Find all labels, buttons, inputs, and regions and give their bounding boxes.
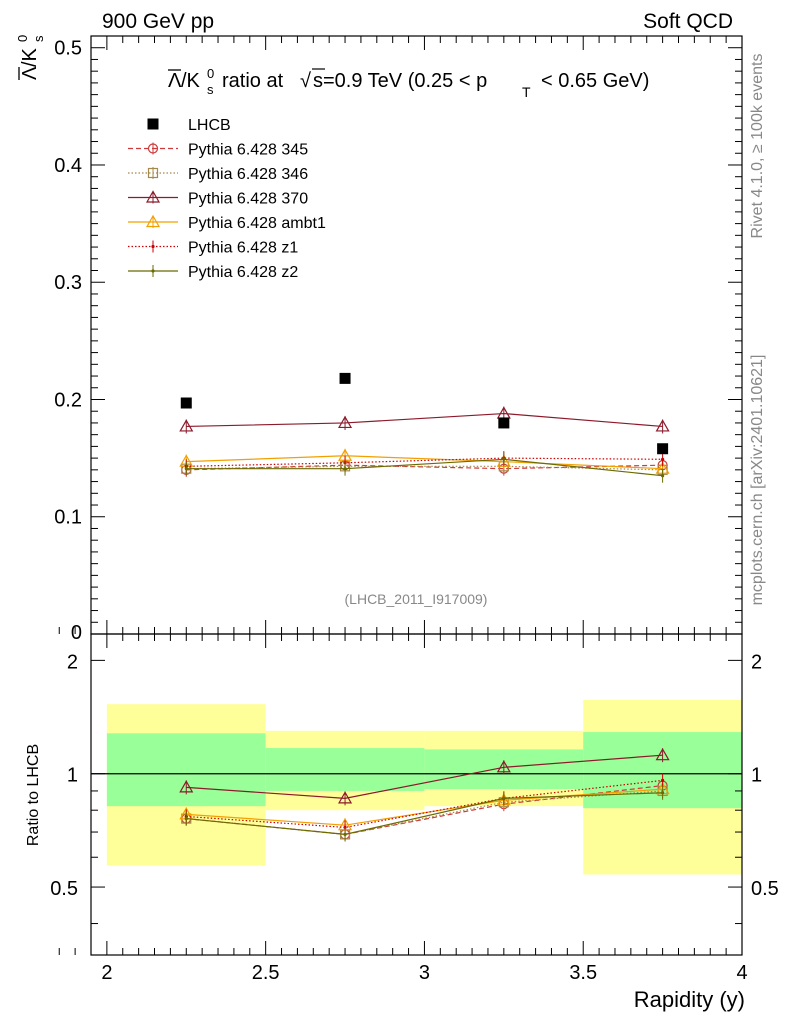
y-tick-label-main-0: 0.1 [54,507,82,529]
series-2-ratio-point-0 [179,780,194,793]
ylabel-kaon-sup: 0 [15,35,30,42]
legend-label-3: Pythia 6.428 370 [188,191,308,208]
series-5-main-point-1 [343,467,347,471]
series-5-ratio-point-0 [184,816,188,821]
series-5-main-point-2 [502,457,506,461]
lhcb-data-point-1 [339,372,351,384]
series-2-main-point-1 [338,415,353,429]
rivet-label: Rivet 4.1.0, ≥ 100k events [749,54,766,239]
ylabel-kaon-sub: s [31,35,46,42]
series-2-main-point-0 [179,419,194,432]
y-tick-label-ratio-left-1: 1 [67,765,78,787]
y-tick-label-main-1: 0.2 [54,389,82,411]
title-sqrt-symbol: √ [300,70,311,92]
title-energy: s=0.9 TeV (0.25 < p [313,70,487,92]
series-2-ratio-line [186,754,663,799]
series-5-ratio-line [186,792,663,835]
x-tick-label-1: 2.5 [252,962,280,984]
legend: LHCB Pythia 6.428 345 Pythia 6.428 346 Pyth… [128,117,326,281]
legend-marker-3 [145,190,161,203]
series-5-main-point-3 [661,474,665,478]
title-lambda: Λ [168,70,182,92]
series-3-main-line [186,455,663,470]
series-2-main-point-3 [655,419,670,432]
legend-item-6: Pythia 6.428 z2 [128,264,298,281]
legend-item-0: LHCB [147,117,231,134]
main-plot-series [179,372,670,483]
analysis-id: (LHCB_2011_I917009) [345,591,488,607]
mcplots-label: mcplots.cern.ch [arXiv:2401.10621] [749,355,766,606]
legend-item-5: Pythia 6.428 z1 [128,240,298,257]
x-tick-label-3: 3.5 [569,962,597,984]
legend-label-4: Pythia 6.428 ambt1 [188,215,326,232]
x-tick-label-4: 4 [736,962,747,984]
x-tick-label-2: 3 [419,962,430,984]
series-5-ratio-point-1 [343,832,347,836]
series-4-ratio-line [186,779,663,829]
y-tick-label-ratio-right-1: 1 [751,765,762,787]
series-5-main-point-0 [184,467,188,471]
y-tick-label-main-4: 0.5 [54,38,82,60]
ratio-plot-frame [90,633,743,956]
legend-marker-4 [145,214,161,228]
ylabel-kaon: /K [19,47,41,67]
legend-item-3: Pythia 6.428 370 [128,190,308,208]
y-axis-label-ratio: Ratio to LHCB [25,744,42,846]
y-tick-label-ratio-left-0: 0.5 [50,878,78,900]
series-4-ratio-point-3 [661,778,665,782]
x-tick-label-0: 2 [101,962,112,984]
series-4-main-line [186,457,663,467]
ylabel-lambda: Λ [19,66,41,80]
series-4-main-point-3 [661,457,665,461]
axis-tick-labels: 2 2.5 3 3.5 4 0.1 0.2 0.3 0.4 0.5 0 0.5 0.5 1 1 2 2 [50,38,779,984]
title-kaon-sub: s [207,82,214,97]
series-2-ratio-point-3 [655,747,670,761]
legend-item-2: Pythia 6.428 346 [128,166,308,183]
ratio-plot-series [179,747,670,842]
y-tick-label-ratio-right-2: 2 [751,651,762,673]
legend-label-2: Pythia 6.428 346 [188,166,308,183]
lhcb-data-point-0 [180,397,192,409]
legend-marker-6 [151,269,155,273]
series-2-ratio-point-2 [496,760,511,773]
y-tick-label-ratio-left-2: 2 [67,651,78,673]
axis-ticks [58,36,743,955]
legend-label-0: LHCB [188,117,231,134]
legend-marker-0 [147,118,159,130]
band-inner-bin-0 [106,733,266,807]
x-axis-label: Rapidity (y) [634,987,745,1012]
legend-label-5: Pythia 6.428 z1 [188,240,298,257]
lhcb-data-point-3 [657,443,669,455]
series-2-ratio-point-1 [338,791,353,804]
legend-marker-2 [147,167,159,179]
title-kaon-sup: 0 [207,66,214,81]
series-5-main-line [186,458,663,477]
title-pt-tail: < 0.65 GeV) [541,70,649,92]
legend-item-4: Pythia 6.428 ambt1 [128,214,326,232]
series-5-ratio-point-2 [502,796,506,800]
y-tick-label-ratio-right-0: 0.5 [751,878,779,900]
title-kaon: /K [181,70,201,92]
y-tick-label-main-3: 0.4 [54,155,82,177]
header-right: Soft QCD [643,10,733,33]
title-ratio-at: ratio at [222,70,284,92]
band-inner-bin-1 [265,748,425,791]
plot-title: Λ /K 0 s ratio at √ s=0.9 TeV (0.25 < p … [168,66,649,100]
series-5-ratio-point-3 [661,791,665,795]
legend-marker-1 [147,143,159,154]
y-axis-label-main: Λ /K 0 s [15,35,46,80]
y-tick-label-main-2: 0.3 [54,272,82,294]
series-2-main-line [186,412,663,428]
title-pt-sub: T [522,84,531,100]
legend-label-6: Pythia 6.428 z2 [188,264,298,281]
legend-marker-5 [151,244,155,249]
lhcb-data-point-2 [498,417,510,429]
legend-item-1: Pythia 6.428 345 [128,142,308,159]
header-left: 900 GeV pp [102,10,214,33]
y-tick-label-main-zero: 0 [71,622,82,644]
legend-label-1: Pythia 6.428 345 [188,142,308,159]
series-3-ratio-line [186,788,663,826]
